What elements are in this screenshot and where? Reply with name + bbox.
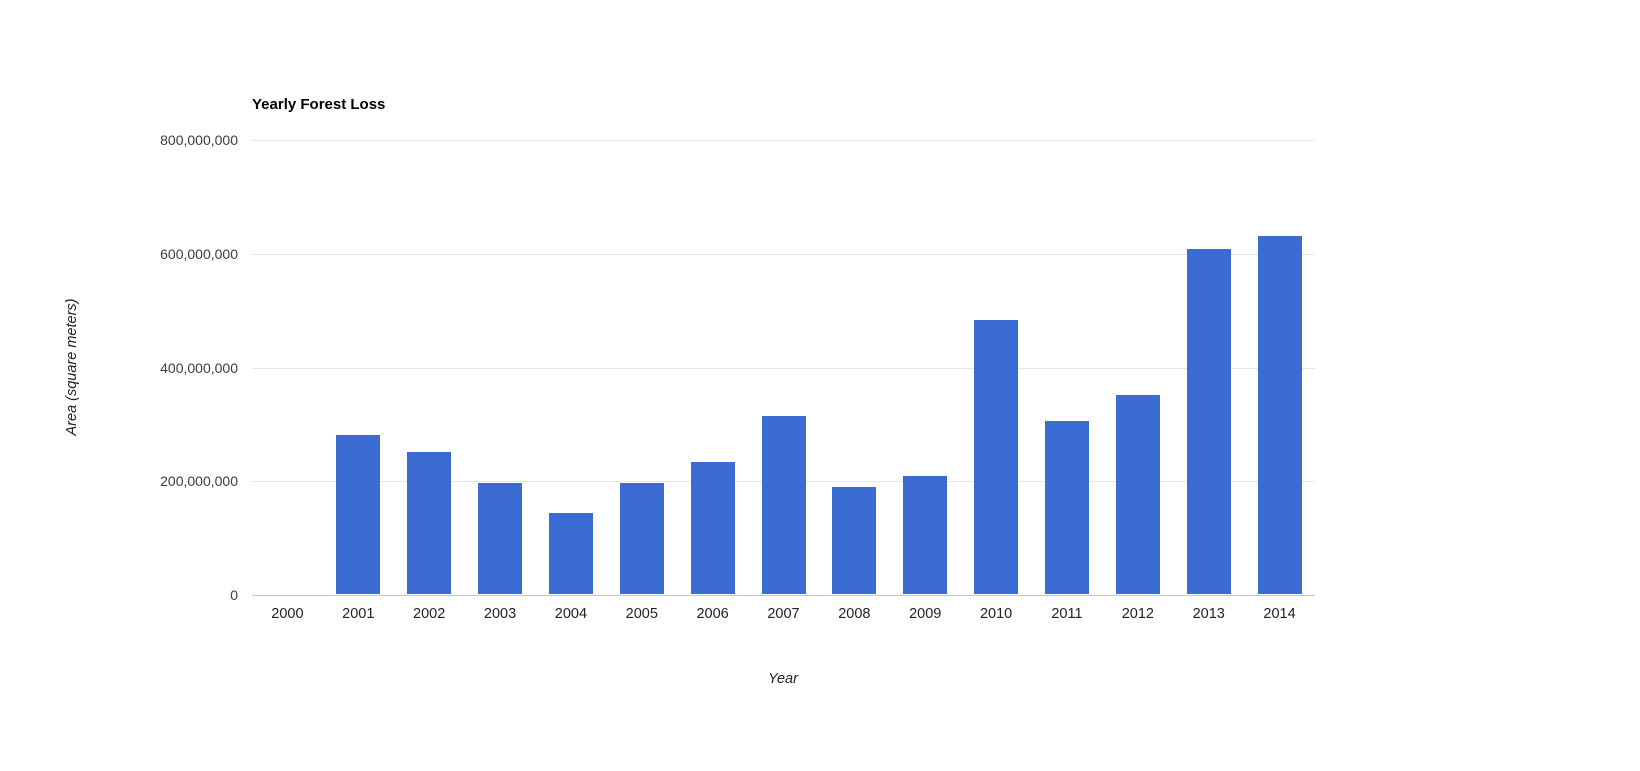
y-tick-label: 200,000,000 bbox=[160, 473, 238, 490]
x-tick-label: 2005 bbox=[625, 606, 658, 622]
bar-2013[interactable] bbox=[1186, 248, 1231, 594]
chart-title: Yearly Forest Loss bbox=[252, 96, 386, 113]
y-tick-label: 800,000,000 bbox=[160, 132, 238, 148]
x-tick-label: 2003 bbox=[483, 606, 517, 622]
x-tick-label: 2011 bbox=[1051, 606, 1083, 622]
x-tick-label: 2009 bbox=[909, 606, 942, 622]
x-tick-label: 2001 bbox=[342, 606, 375, 622]
gridline bbox=[252, 367, 1315, 369]
x-tick-label: 2006 bbox=[696, 606, 729, 622]
bar-2002[interactable] bbox=[407, 451, 452, 594]
x-tick-label: 2014 bbox=[1263, 606, 1296, 622]
x-tick-label: 2013 bbox=[1192, 606, 1225, 622]
x-tick-label: 2007 bbox=[767, 606, 800, 622]
bar-2010[interactable] bbox=[974, 319, 1019, 594]
x-tick-label: 2004 bbox=[554, 606, 588, 622]
y-tick-label: 0 bbox=[230, 587, 238, 603]
bar-2014[interactable] bbox=[1257, 235, 1302, 594]
gridline bbox=[252, 253, 1315, 255]
x-tick-label: 2000 bbox=[271, 606, 304, 622]
bar-2001[interactable] bbox=[336, 434, 381, 594]
bar-2004[interactable] bbox=[548, 512, 593, 594]
gridline bbox=[252, 595, 1315, 596]
bar-2011[interactable] bbox=[1044, 420, 1089, 594]
x-tick-label: 2012 bbox=[1121, 606, 1154, 622]
y-tick-label: 400,000,000 bbox=[160, 359, 238, 376]
gridline bbox=[252, 140, 1315, 141]
y-tick-label: 600,000,000 bbox=[160, 245, 238, 262]
x-tick-label: 2010 bbox=[979, 606, 1013, 622]
x-tick-label: 2002 bbox=[413, 606, 446, 622]
x-axis-title: Year bbox=[768, 671, 798, 687]
bar-2005[interactable] bbox=[619, 483, 664, 594]
bar-2009[interactable] bbox=[903, 476, 948, 594]
bar-2003[interactable] bbox=[478, 483, 523, 594]
x-tick-label: 2008 bbox=[838, 606, 871, 622]
bar-2008[interactable] bbox=[832, 487, 877, 594]
bar-2006[interactable] bbox=[690, 462, 735, 594]
bar-2012[interactable] bbox=[1115, 394, 1160, 594]
bar-2007[interactable] bbox=[761, 415, 806, 594]
plot-area: 0 200,000,000 400,000,000 600,000,000 800,00… bbox=[160, 132, 1315, 622]
y-axis-title: Area (square meters) bbox=[64, 298, 80, 436]
